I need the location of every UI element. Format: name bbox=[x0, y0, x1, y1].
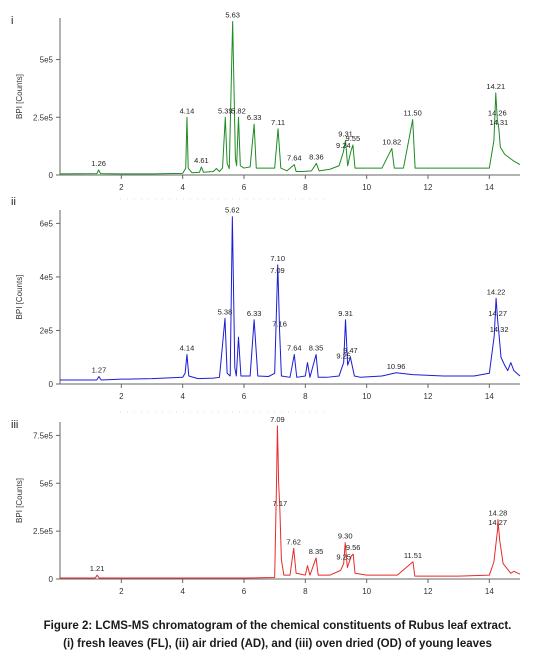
peak-label: 9.47 bbox=[343, 346, 358, 355]
chromatogram-trace bbox=[59, 20, 521, 175]
x-tick-label: 10 bbox=[362, 587, 371, 596]
peak-label: 14.27 bbox=[488, 309, 507, 318]
peak-label: 14.26 bbox=[488, 109, 507, 118]
peak-label: 7.09 bbox=[270, 415, 285, 424]
peak-label: 9.24 bbox=[336, 141, 351, 150]
peak-label: 7.62 bbox=[286, 537, 301, 546]
peak-label: 4.14 bbox=[180, 344, 195, 353]
peak-label: 1.21 bbox=[90, 564, 105, 573]
peak-label: 4.14 bbox=[180, 106, 195, 115]
peak-label: 10.82 bbox=[382, 137, 401, 146]
peak-label: 9.55 bbox=[346, 134, 361, 143]
x-tick-label: 8 bbox=[303, 392, 308, 401]
x-tick-label: 2 bbox=[119, 392, 124, 401]
peak-label: 5.39 bbox=[218, 106, 233, 115]
peak-label: 14.27 bbox=[488, 518, 507, 527]
y-axis-label: BPI [Counts] bbox=[15, 275, 24, 320]
peak-label: 8.35 bbox=[309, 547, 324, 556]
x-tick-label: 8 bbox=[303, 587, 308, 596]
y-tick-label: 5e5 bbox=[40, 479, 54, 488]
y-axis-label: BPI [Counts] bbox=[15, 74, 24, 119]
peak-label: 11.51 bbox=[404, 551, 422, 560]
peak-label: 7.09 bbox=[270, 266, 285, 275]
peak-label: 7.11 bbox=[271, 118, 285, 127]
y-axis-label: BPI [Counts] bbox=[15, 478, 24, 523]
y-tick-label: 0 bbox=[49, 380, 54, 389]
panel-label: ii bbox=[11, 196, 16, 208]
x-tick-label: 10 bbox=[362, 183, 371, 192]
peak-label: 7.64 bbox=[287, 154, 302, 163]
peak-label: 8.35 bbox=[309, 344, 324, 353]
x-tick-label: 14 bbox=[485, 183, 494, 192]
peak-label: 9.25 bbox=[336, 553, 351, 562]
y-tick-label: 2e5 bbox=[40, 326, 54, 335]
x-tick-label: 4 bbox=[180, 392, 185, 401]
x-tick-label: 12 bbox=[424, 183, 433, 192]
x-tick-label: 6 bbox=[242, 587, 247, 596]
x-tick-label: 12 bbox=[424, 587, 433, 596]
peak-label: 9.25 bbox=[336, 352, 351, 361]
y-tick-label: 5e5 bbox=[40, 56, 54, 65]
x-tick-label: 14 bbox=[485, 392, 494, 401]
y-tick-label: 6e5 bbox=[40, 219, 54, 228]
y-tick-label: 7.5e5 bbox=[33, 431, 54, 440]
peak-label: 10.96 bbox=[387, 362, 406, 371]
chromatogram-panel-i: i BPI [Counts] 0 2.5e5 5e5 2 4 6 8 10 12 14 1.26 4.14… bbox=[11, 10, 521, 200]
chromatogram-trace bbox=[60, 425, 521, 579]
x-tick-label: 14 bbox=[485, 587, 494, 596]
x-tick-label: 2 bbox=[119, 587, 124, 596]
peak-label: 5.63 bbox=[225, 10, 240, 19]
peak-label: 9.31 bbox=[338, 309, 353, 318]
peak-label: 5.82 bbox=[231, 106, 246, 115]
x-tick-label: 4 bbox=[180, 587, 185, 596]
y-tick-label: 4e5 bbox=[40, 273, 54, 282]
peak-label: 7.10 bbox=[270, 254, 285, 263]
y-tick-label: 2.5e5 bbox=[33, 113, 54, 122]
peak-label: 6.33 bbox=[247, 309, 262, 318]
peak-label: 14.21 bbox=[486, 82, 505, 91]
peak-label: 14.32 bbox=[490, 325, 509, 334]
peak-label: 1.26 bbox=[91, 159, 106, 168]
peak-label: 1.27 bbox=[92, 366, 107, 375]
x-tick-label: 12 bbox=[424, 392, 433, 401]
peak-label: 14.28 bbox=[489, 509, 508, 518]
peak-label: 9.31 bbox=[338, 129, 353, 138]
peak-label: 9.30 bbox=[338, 532, 353, 541]
peak-label: 7.17 bbox=[273, 499, 288, 508]
panel-label: iii bbox=[11, 419, 18, 431]
caption-line-1: Figure 2: LCMS-MS chromatogram of the ch… bbox=[43, 620, 512, 632]
chromatogram-panel-ii: ii BPI [Counts] 0 2e5 4e5 6e5 2 4 6 8 10 12 14 1.27 4.… bbox=[11, 196, 521, 413]
peak-label: 6.33 bbox=[247, 113, 262, 122]
panel-label: i bbox=[11, 15, 13, 27]
peak-label: 14.22 bbox=[487, 287, 506, 296]
x-tick-label: 6 bbox=[242, 392, 247, 401]
figure-caption: Figure 2: LCMS-MS chromatogram of the ch… bbox=[0, 617, 555, 653]
y-tick-label: 0 bbox=[49, 575, 54, 584]
peak-label: 11.50 bbox=[404, 109, 422, 118]
x-tick-label: 6 bbox=[242, 183, 247, 192]
x-tick-label: 8 bbox=[303, 183, 308, 192]
peak-label: 5.62 bbox=[225, 206, 240, 215]
y-tick-label: 2.5e5 bbox=[33, 527, 54, 536]
peak-label: 4.61 bbox=[194, 156, 209, 165]
peak-label: 8.36 bbox=[309, 152, 324, 161]
peak-label: 14.31 bbox=[489, 118, 508, 127]
peak-label: 7.16 bbox=[272, 319, 287, 328]
chromatogram-trace bbox=[60, 216, 521, 381]
chromatogram-panel-iii: iii BPI [Counts] 0 2.5e5 5e5 7.5e5 2 4 6 8 10 12 14 1… bbox=[11, 415, 521, 596]
x-tick-label: 4 bbox=[180, 183, 185, 192]
peak-label: 7.64 bbox=[287, 344, 302, 353]
x-tick-label: 10 bbox=[362, 392, 371, 401]
x-tick-label: 2 bbox=[119, 183, 124, 192]
peak-label: 5.38 bbox=[218, 307, 233, 316]
y-tick-label: 0 bbox=[49, 171, 54, 180]
peak-label: 9.56 bbox=[346, 543, 361, 552]
caption-line-2: (i) fresh leaves (FL), (ii) air dried (A… bbox=[63, 638, 492, 650]
